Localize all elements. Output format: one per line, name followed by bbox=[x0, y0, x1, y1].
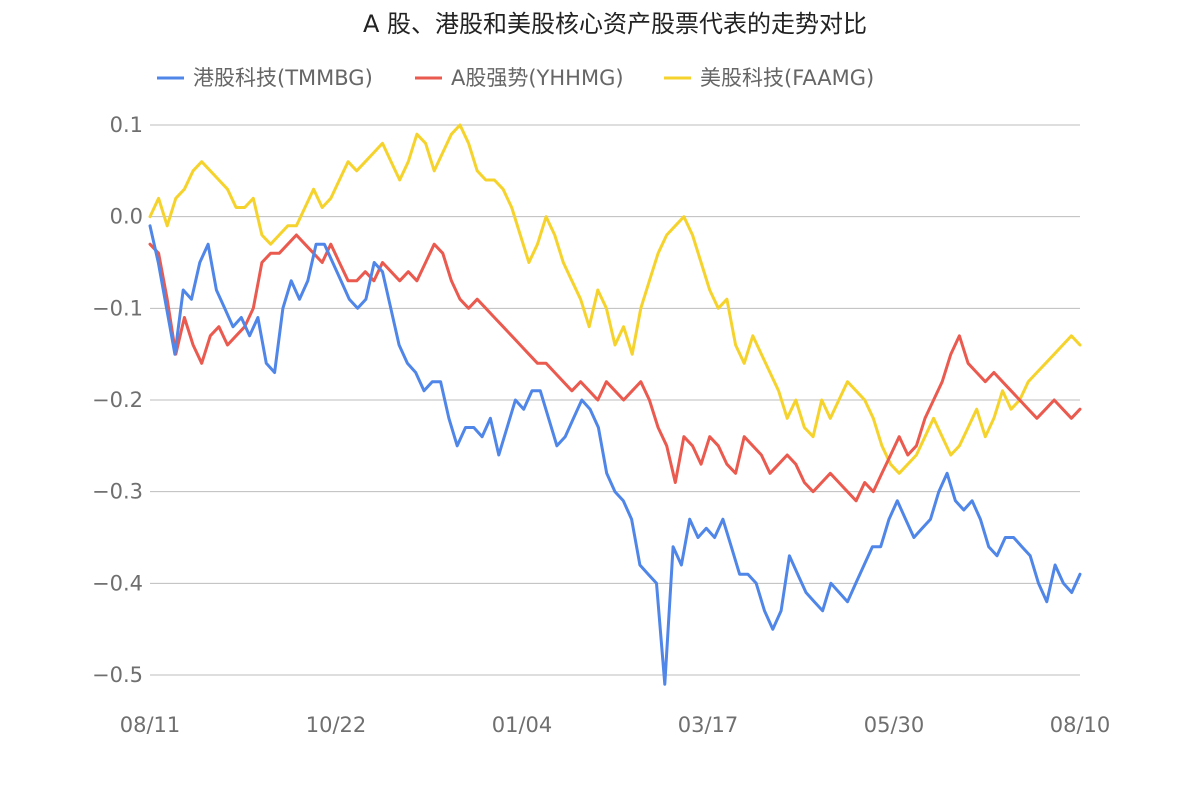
legend-label: 美股科技(FAAMG) bbox=[700, 66, 874, 90]
x-axis-tick-labels: 08/11 10/22 01/04 03/17 05/30 08/10 bbox=[120, 713, 1111, 737]
x-tick-label: 05/30 bbox=[864, 713, 925, 737]
legend: 港股科技(TMMBG) A股强势(YHHMG) 美股科技(FAAMG) bbox=[157, 66, 874, 90]
legend-label: 港股科技(TMMBG) bbox=[193, 66, 373, 90]
y-tick-label: −0.5 bbox=[92, 663, 143, 687]
gridlines bbox=[150, 124, 1080, 676]
y-tick-label: −0.3 bbox=[92, 480, 143, 504]
x-tick-label: 08/10 bbox=[1050, 713, 1111, 737]
y-tick-label: −0.2 bbox=[92, 388, 143, 412]
y-tick-label: 0.0 bbox=[110, 205, 143, 229]
x-tick-label: 08/11 bbox=[120, 713, 181, 737]
y-tick-label: 0.1 bbox=[110, 113, 143, 137]
series-line bbox=[148, 123, 1082, 475]
y-axis-tick-labels: 0.1 0.0 −0.1 −0.2 −0.3 −0.4 −0.5 bbox=[92, 113, 143, 687]
x-tick-label: 03/17 bbox=[678, 713, 739, 737]
series-lines bbox=[148, 123, 1082, 686]
series-line bbox=[148, 224, 1082, 686]
x-tick-label: 10/22 bbox=[306, 713, 367, 737]
y-tick-label: −0.4 bbox=[92, 571, 143, 595]
x-tick-label: 01/04 bbox=[492, 713, 553, 737]
series-line bbox=[148, 233, 1082, 503]
legend-label: A股强势(YHHMG) bbox=[451, 66, 624, 90]
chart-title: A 股、港股和美股核心资产股票代表的走势对比 bbox=[362, 10, 868, 38]
y-tick-label: −0.1 bbox=[92, 296, 143, 320]
